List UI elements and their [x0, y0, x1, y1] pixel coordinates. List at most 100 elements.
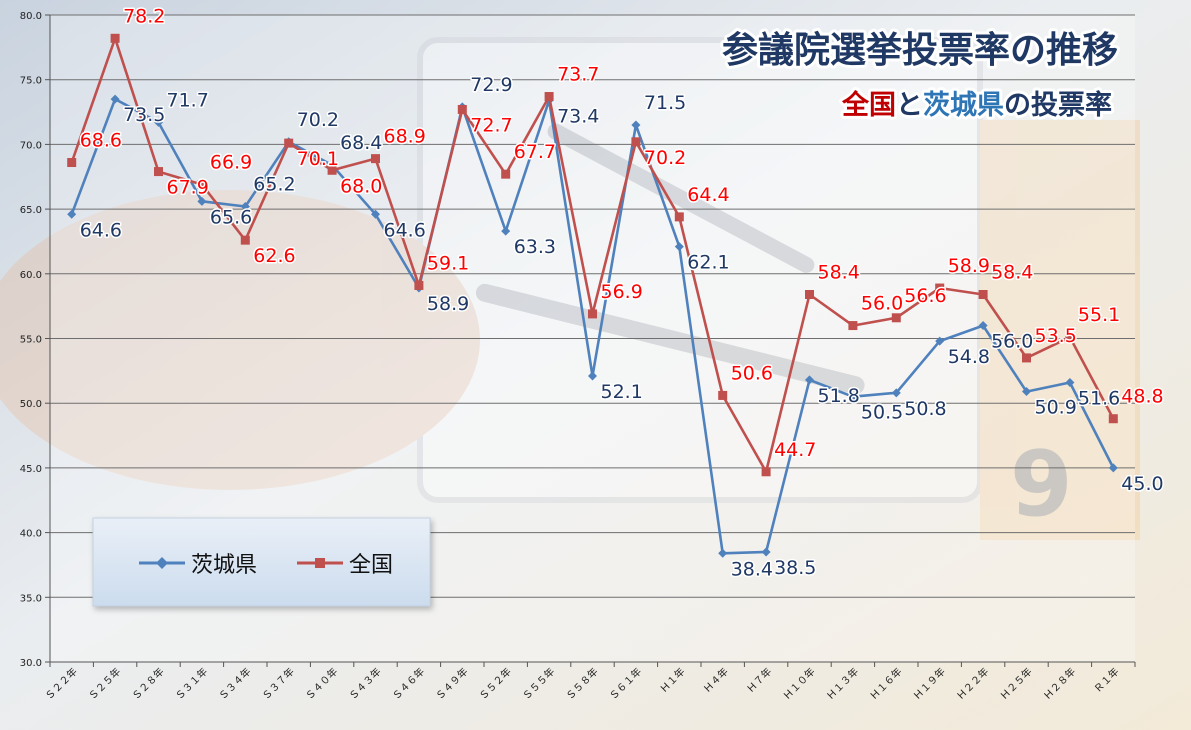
data-label-national: 55.1 — [1078, 304, 1120, 326]
data-point-ibaraki — [718, 548, 728, 558]
data-point-national — [935, 283, 945, 293]
data-label-national: 58.4 — [818, 262, 860, 284]
data-label-ibaraki: 62.1 — [687, 252, 729, 274]
data-label-ibaraki: 68.4 — [340, 132, 382, 154]
data-point-ibaraki — [240, 202, 250, 212]
data-label-national: 68.6 — [80, 130, 122, 152]
data-point-national — [674, 212, 684, 222]
data-point-ibaraki — [935, 336, 945, 346]
legend-item-ibaraki: 茨城県 — [139, 553, 257, 578]
data-label-ibaraki: 38.4 — [731, 558, 773, 580]
data-point-ibaraki — [674, 242, 684, 252]
data-label-ibaraki: 45.0 — [1121, 473, 1163, 495]
legend-item-national: 全国 — [297, 553, 393, 578]
data-label-national: 64.4 — [687, 184, 729, 206]
legend-marker-ibaraki — [156, 557, 168, 569]
data-point-national — [544, 92, 554, 102]
data-label-national: 50.6 — [731, 362, 773, 384]
data-point-ibaraki — [848, 392, 858, 402]
data-point-national — [197, 180, 207, 190]
data-label-ibaraki: 71.5 — [644, 92, 686, 114]
data-point-national — [805, 290, 814, 300]
data-point-ibaraki — [891, 388, 901, 398]
legend-marker-national — [315, 558, 325, 568]
data-label-ibaraki: 50.8 — [904, 398, 946, 420]
data-label-ibaraki: 51.6 — [1078, 387, 1120, 409]
subtitle-suffix: の投票率 — [1004, 89, 1112, 121]
data-label-national: 58.4 — [991, 262, 1033, 284]
legend: 茨城県 全国 — [92, 517, 431, 607]
data-label-national: 67.9 — [167, 177, 209, 199]
data-point-national — [371, 154, 380, 164]
data-label-ibaraki: 50.5 — [861, 402, 903, 424]
y-tick-label: 70.0 — [20, 140, 42, 151]
data-label-national: 62.6 — [253, 245, 295, 267]
data-label-national: 70.2 — [644, 147, 686, 169]
legend-label-ibaraki: 茨城県 — [191, 553, 257, 578]
data-label-national: 44.7 — [774, 439, 816, 461]
data-label-national: 72.7 — [470, 114, 512, 136]
data-point-ibaraki — [371, 209, 380, 219]
data-point-national — [284, 138, 294, 148]
data-label-ibaraki: 38.5 — [774, 557, 816, 579]
data-point-national — [588, 309, 597, 319]
data-label-national: 73.7 — [557, 64, 599, 86]
y-tick-label: 65.0 — [20, 205, 42, 216]
subtitle-national: 全国 — [841, 89, 896, 121]
y-tick-label: 45.0 — [20, 464, 42, 475]
data-point-national — [1108, 414, 1118, 424]
data-point-ibaraki — [197, 196, 207, 206]
data-point-ibaraki — [588, 371, 597, 381]
data-point-ibaraki — [978, 321, 988, 331]
data-label-national: 58.9 — [948, 255, 990, 277]
svg-text:9: 9 — [1010, 432, 1073, 537]
y-tick-label: 60.0 — [20, 270, 42, 281]
data-label-ibaraki: 65.2 — [253, 174, 295, 196]
data-point-national — [848, 321, 858, 331]
data-label-ibaraki: 72.9 — [470, 74, 512, 96]
data-label-national: 68.9 — [384, 126, 426, 148]
subtitle-ibaraki: 茨城県 — [923, 90, 1004, 121]
data-label-ibaraki: 73.5 — [123, 104, 165, 126]
data-label-national: 70.1 — [297, 148, 339, 170]
data-label-ibaraki: 64.6 — [384, 219, 426, 241]
data-point-ibaraki — [761, 547, 771, 557]
data-label-national: 78.2 — [123, 5, 165, 27]
data-label-ibaraki: 52.1 — [601, 381, 643, 403]
data-point-national — [414, 280, 424, 290]
data-label-national: 56.9 — [601, 281, 643, 303]
data-label-national: 56.0 — [861, 293, 903, 315]
data-label-national: 67.7 — [514, 141, 556, 163]
data-label-ibaraki: 54.8 — [948, 346, 990, 368]
data-label-national: 66.9 — [210, 152, 252, 174]
data-point-national — [631, 137, 641, 147]
data-label-national: 48.8 — [1121, 386, 1163, 408]
data-label-national: 56.6 — [904, 285, 946, 307]
background-number-9: 9 — [1010, 432, 1073, 537]
subtitle-and: と — [896, 90, 923, 121]
data-point-national — [1022, 353, 1031, 363]
chart-title: 参議院選挙投票率の推移 — [722, 30, 1118, 71]
y-tick-label: 30.0 — [20, 658, 42, 669]
data-label-ibaraki: 63.3 — [514, 236, 556, 258]
data-point-national — [240, 235, 250, 245]
y-tick-label: 40.0 — [20, 529, 42, 540]
data-point-national — [891, 313, 901, 323]
data-label-ibaraki: 50.9 — [1035, 397, 1077, 419]
data-point-national — [327, 165, 337, 175]
data-point-ibaraki — [110, 94, 120, 104]
y-tick-label: 75.0 — [20, 76, 42, 87]
data-point-national — [67, 158, 77, 168]
data-label-ibaraki: 56.0 — [991, 331, 1033, 353]
data-point-ibaraki — [1022, 387, 1031, 397]
data-label-ibaraki: 58.9 — [427, 293, 469, 315]
data-point-national — [154, 167, 163, 177]
data-label-ibaraki: 73.4 — [557, 105, 599, 127]
data-point-national — [1065, 332, 1075, 342]
data-point-ibaraki — [805, 375, 814, 385]
data-label-ibaraki: 71.7 — [167, 89, 209, 111]
y-tick-label: 50.0 — [20, 399, 42, 410]
data-label-national: 53.5 — [1035, 325, 1077, 347]
